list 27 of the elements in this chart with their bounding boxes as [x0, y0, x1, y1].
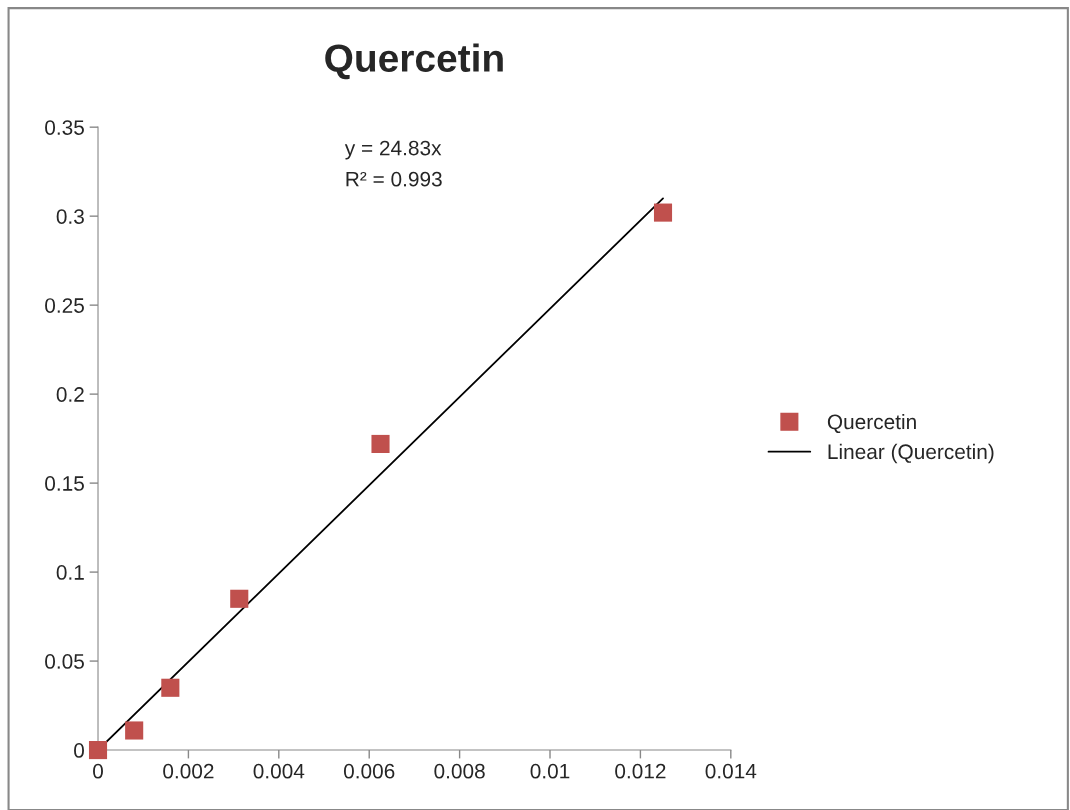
- y-tick-label: 0.2: [56, 387, 84, 402]
- y-tick-label: 0.15: [45, 476, 84, 491]
- y-tick-label: 0.1: [56, 565, 84, 580]
- y-tick-label: 0: [74, 743, 84, 758]
- legend-label: Quercetin: [827, 413, 916, 434]
- x-tick-label: 0.006: [343, 763, 395, 779]
- point: [161, 678, 180, 697]
- annotation: R² = 0.993: [346, 171, 442, 187]
- x-tick-label: 0.012: [615, 763, 666, 779]
- x-tick-label: 0.01: [530, 763, 570, 779]
- point: [125, 721, 144, 740]
- legend-label: Linear (Quercetin): [828, 443, 994, 464]
- x-tick-label: 0.008: [434, 763, 485, 779]
- point: [371, 434, 390, 454]
- x-tick-label: 0.002: [163, 763, 214, 779]
- x-tick-label: 0.004: [253, 763, 305, 779]
- annotation: y = 24.83x: [344, 140, 442, 160]
- y-tick-label: 0.3: [56, 209, 84, 224]
- point: [653, 203, 673, 222]
- y-tick-label: 0.35: [45, 120, 84, 135]
- x-tick-label: 0: [93, 763, 103, 779]
- point: [88, 741, 108, 760]
- y-tick-label: 0.05: [45, 654, 84, 669]
- x-tick-label: 0.014: [705, 763, 757, 779]
- y-tick-label: 0.25: [45, 298, 84, 313]
- chart-title: Quercetin: [325, 43, 503, 80]
- point: [230, 589, 249, 608]
